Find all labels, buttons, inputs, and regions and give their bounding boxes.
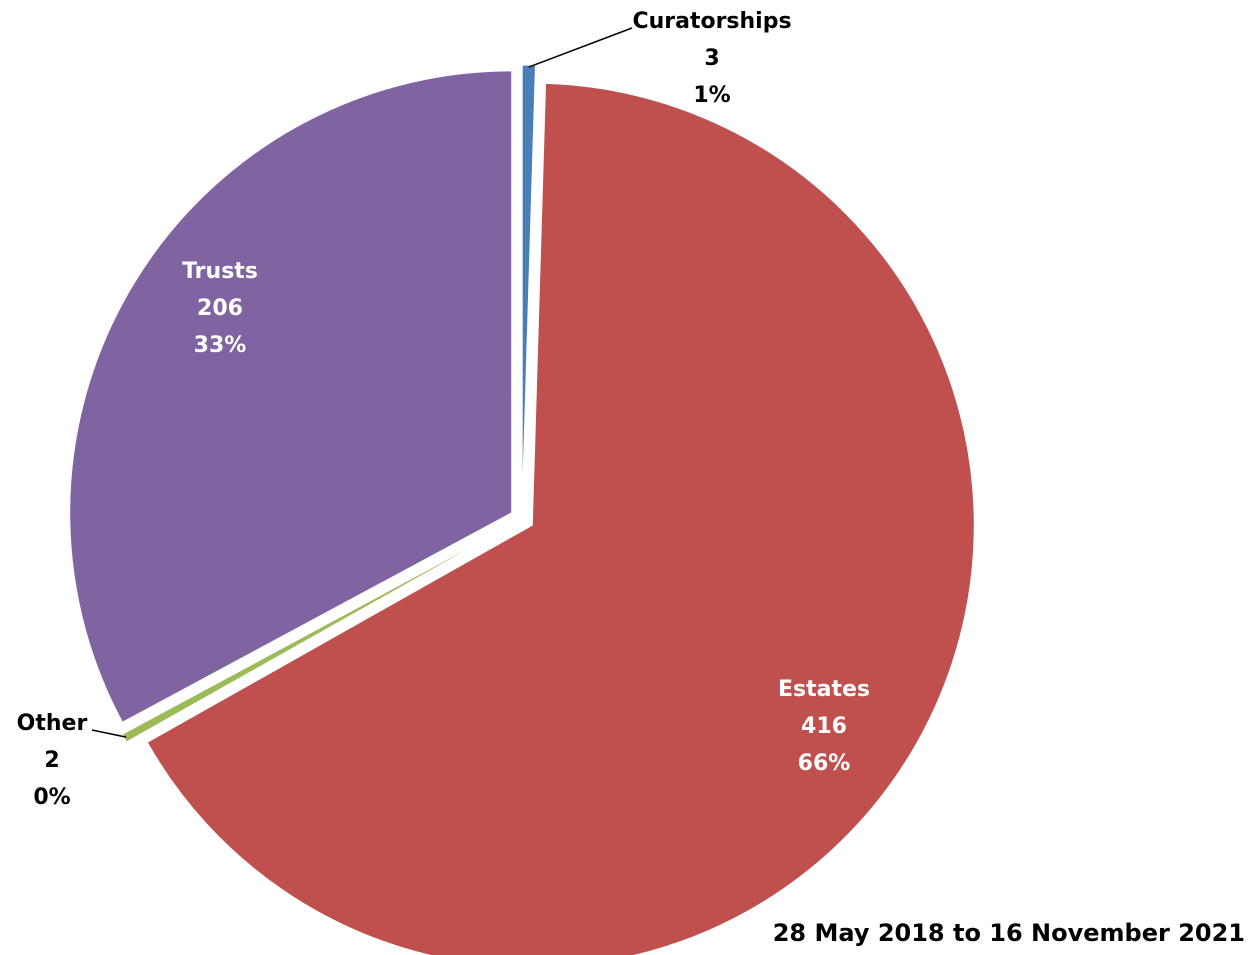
slice-estates [146,82,975,955]
slice-label-name-estates: Estates [778,677,870,702]
slice-label-value-other: 2 [44,748,59,773]
slice-label-name-other: Other [17,711,88,736]
slice-label-percent-trusts: 33% [194,333,247,358]
leader-line-other [91,729,127,738]
slice-label-name-trusts: Trusts [182,259,258,284]
slice-label-percent-curatorships: 1% [693,83,730,108]
pie-slices [69,64,975,955]
slice-label-value-estates: 416 [801,714,847,739]
leader-lines [91,27,633,738]
period-label: 28 May 2018 to 16 November 2021 [772,919,1245,947]
slice-label-percent-other: 0% [33,785,70,810]
slice-label-name-curatorships: Curatorships [632,9,791,34]
slice-label-value-trusts: 206 [197,296,243,321]
slice-label-percent-estates: 66% [798,751,851,776]
slice-labels: Curatorships 3 1% Estates 416 66% Other 2 0% Trus… [17,9,870,810]
slice-label-value-curatorships: 3 [704,46,719,71]
leader-line-curatorships [528,27,633,68]
slice-curatorships [521,64,536,508]
slice-other [121,524,512,743]
slice-trusts [69,70,513,723]
